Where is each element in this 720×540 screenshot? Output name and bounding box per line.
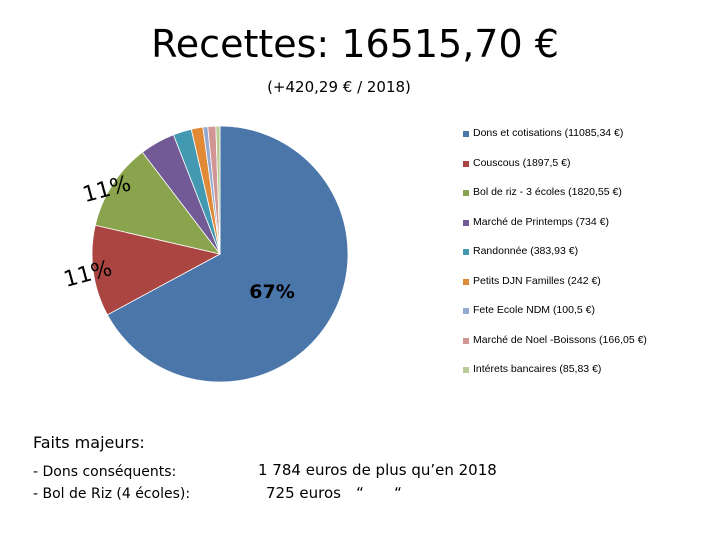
legend-item: Marché de Noel -Boissons (166,05 €)	[463, 334, 647, 364]
legend-item: Bol de riz - 3 écoles (1820,55 €)	[463, 186, 647, 216]
legend-swatch	[463, 308, 469, 314]
legend-swatch	[463, 278, 469, 285]
facts-values: 1 784 euros de plus qu’en 2018 725 euros…	[258, 459, 497, 505]
legend-swatch	[463, 219, 469, 226]
pie-slice	[91, 224, 222, 316]
facts-title: Faits majeurs:	[33, 433, 145, 452]
legend-item: Petits DJN Familles (242 €)	[463, 275, 647, 305]
legend-item: Marché de Printemps (734 €)	[463, 216, 647, 246]
pie-data-label: 67%	[249, 281, 294, 303]
fact-value-dons: 1 784 euros de plus qu’en 2018	[258, 461, 497, 479]
legend-label: Randonnée (383,93 €)	[473, 245, 579, 257]
fact-label-dons: - Dons conséquents:	[33, 464, 177, 480]
legend-label: Couscous (1897,5 €)	[473, 156, 571, 169]
legend-swatch	[463, 160, 469, 167]
facts-block: Faits majeurs: - Dons conséquents: - Bol…	[33, 433, 190, 505]
fact-value-bol-de-riz: 725 euros	[266, 484, 341, 502]
legend-item: Couscous (1897,5 €)	[463, 157, 647, 187]
pie-slice	[94, 151, 221, 255]
legend-item: Randonnée (383,93 €)	[463, 245, 647, 275]
chart-title: Recettes: 16515,70 €	[151, 22, 559, 66]
pie-slice	[106, 125, 349, 383]
legend-label: Bol de riz - 3 écoles (1820,55 €)	[473, 186, 622, 198]
legend-label: Marché de Noel -Boissons (166,05 €)	[473, 333, 647, 346]
fact-value-bol-de-riz-row: 725 euros “ “	[258, 482, 497, 505]
legend-label: Fete Ecole NDM (100,5 €)	[473, 304, 595, 316]
fact-label-bol-de-riz: - Bol de Riz (4 écoles):	[33, 486, 191, 502]
legend-swatch	[463, 367, 469, 373]
legend-label: Intérets bancaires (85,83 €)	[473, 363, 602, 375]
legend-item: Intérets bancaires (85,83 €)	[463, 363, 647, 393]
chart-legend: Dons et cotisations (11085,34 €) Couscous…	[463, 127, 647, 393]
chart-subtitle: (+420,29 € / 2018)	[267, 78, 411, 96]
legend-swatch	[463, 337, 469, 344]
legend-swatch	[463, 249, 469, 255]
ditto-mark: “	[394, 484, 402, 502]
ditto-mark: “	[356, 484, 364, 502]
legend-item: Fete Ecole NDM (100,5 €)	[463, 304, 647, 334]
pie-slice	[215, 125, 221, 255]
legend-swatch	[463, 190, 469, 196]
legend-item: Dons et cotisations (11085,34 €)	[463, 127, 647, 157]
legend-label: Petits DJN Familles (242 €)	[473, 274, 601, 287]
legend-swatch	[463, 131, 469, 137]
legend-label: Marché de Printemps (734 €)	[473, 215, 609, 228]
legend-label: Dons et cotisations (11085,34 €)	[473, 127, 624, 139]
